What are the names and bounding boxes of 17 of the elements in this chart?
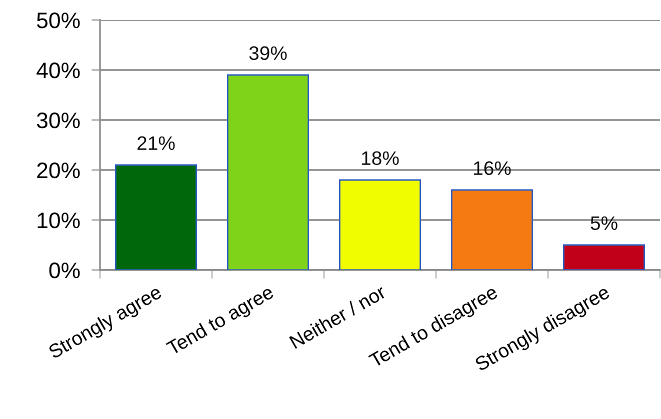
data-label: 16% — [474, 161, 511, 176]
data-label: 39% — [249, 46, 287, 60]
data-label: 18% — [362, 151, 399, 166]
y-tick-label: 10% — [38, 212, 80, 228]
data-label: 21% — [138, 136, 175, 150]
bar — [338, 179, 422, 270]
bar — [226, 74, 310, 270]
bar — [562, 244, 646, 270]
bar — [114, 164, 198, 270]
y-tick-label: 0% — [49, 262, 80, 278]
data-label: 5% — [590, 216, 618, 230]
y-tick-label: 20% — [37, 162, 80, 178]
y-tick-label: 40% — [36, 62, 80, 78]
bar — [450, 189, 534, 270]
y-tick-label: 50% — [36, 12, 80, 28]
x-tick-label: Tend to agree — [165, 284, 276, 359]
y-tick-label: 30% — [36, 112, 80, 128]
